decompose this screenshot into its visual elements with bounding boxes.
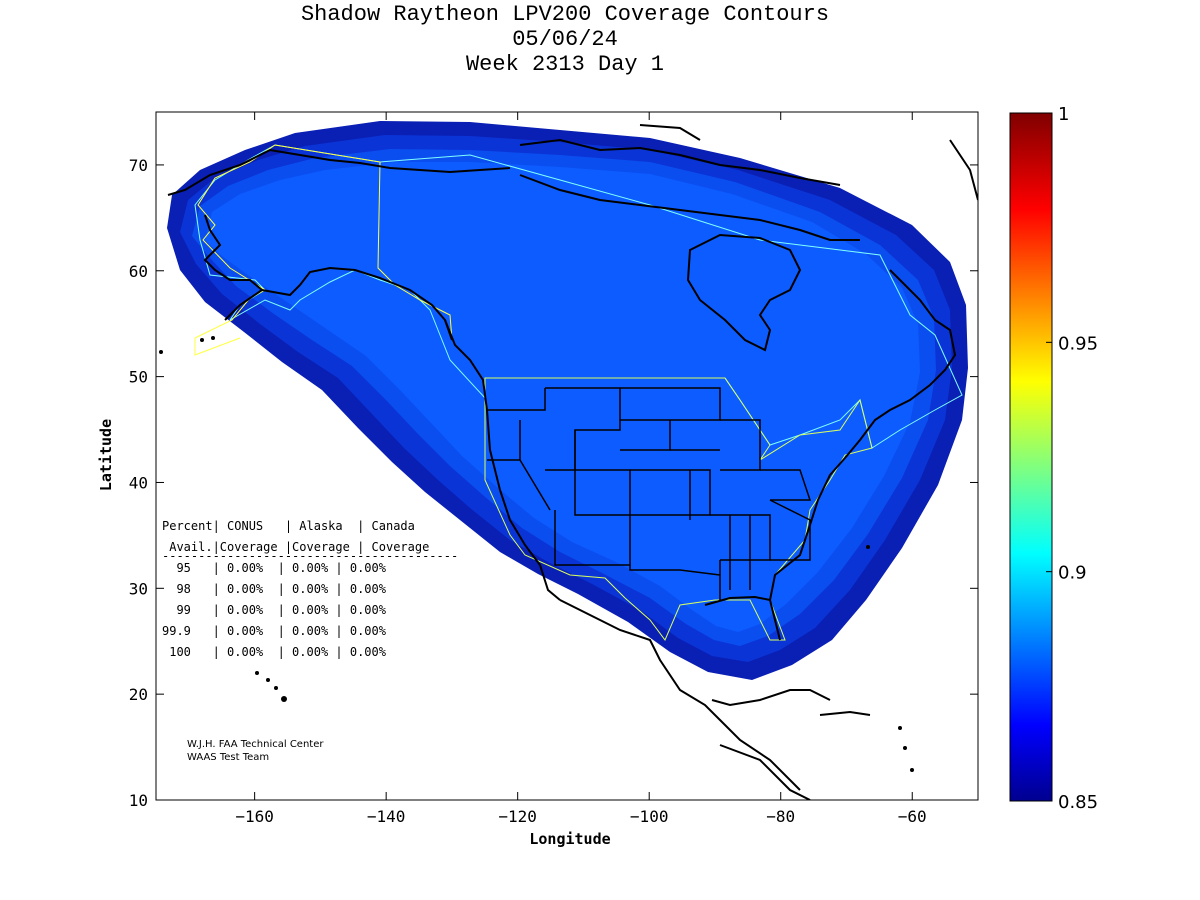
table-row: 95 | 0.00% | 0.00% | 0.00% bbox=[162, 561, 387, 575]
table-row: 99.9 | 0.00% | 0.00% | 0.00% bbox=[162, 624, 387, 638]
alaska-boundary bbox=[194, 144, 453, 356]
x-tick-label: −140 bbox=[367, 807, 406, 826]
y-tick-label: 50 bbox=[129, 368, 148, 387]
credit-line-2: WAAS Test Team bbox=[187, 752, 269, 763]
x-axis: −160 −140 −120 −100 −80 −60 bbox=[235, 112, 927, 826]
x-tick-label: −120 bbox=[498, 807, 537, 826]
table-header-1: Percent| CONUS | Alaska | Canada bbox=[162, 519, 415, 533]
state-borders bbox=[487, 387, 812, 600]
colorbar-tick-label: 0.9 bbox=[1058, 563, 1087, 584]
colorbar-ticks: 1 0.95 0.9 0.85 bbox=[1046, 104, 1098, 813]
coastlines bbox=[167, 124, 978, 800]
table-row: 100 | 0.00% | 0.00% | 0.00% bbox=[162, 645, 387, 659]
colorbar-tick-label: 0.95 bbox=[1058, 333, 1098, 354]
table-header-2: Avail.|Coverage |Coverage | Coverage bbox=[162, 540, 429, 554]
y-tick-label: 10 bbox=[129, 791, 148, 810]
x-axis-title: Longitude bbox=[529, 830, 610, 848]
x-tick-label: −60 bbox=[898, 807, 927, 826]
y-axis-title: Latitude bbox=[97, 419, 115, 491]
y-tick-label: 40 bbox=[129, 473, 148, 492]
colorbar bbox=[1009, 112, 1053, 802]
y-tick-label: 20 bbox=[129, 685, 148, 704]
chart-date: 05/06/24 bbox=[512, 27, 618, 52]
y-axis: 10 20 30 40 50 60 70 bbox=[129, 156, 978, 810]
chart-title: Shadow Raytheon LPV200 Coverage Contours bbox=[300, 2, 830, 27]
y-tick-label: 30 bbox=[129, 579, 148, 598]
y-tick-label: 60 bbox=[129, 262, 148, 281]
colorbar-tick-label: 1 bbox=[1058, 104, 1069, 125]
x-tick-label: −160 bbox=[235, 807, 274, 826]
chart-week: Week 2313 Day 1 bbox=[465, 52, 665, 77]
table-divider: ----------------------------------------… bbox=[162, 549, 458, 563]
plot-frame bbox=[155, 111, 979, 801]
x-tick-label: −100 bbox=[630, 807, 669, 826]
y-tick-label: 70 bbox=[129, 156, 148, 175]
islands bbox=[159, 336, 914, 772]
map-area bbox=[159, 121, 978, 800]
credit-line-1: W.J.H. FAA Technical Center bbox=[187, 739, 324, 750]
coverage-table: Percent| CONUS | Alaska | Canada Avail.|… bbox=[162, 519, 458, 659]
x-tick-label: −80 bbox=[766, 807, 795, 826]
table-row: 99 | 0.00% | 0.00% | 0.00% bbox=[162, 603, 387, 617]
colorbar-tick-label: 0.85 bbox=[1058, 792, 1098, 813]
table-row: 98 | 0.00% | 0.00% | 0.00% bbox=[162, 582, 387, 596]
